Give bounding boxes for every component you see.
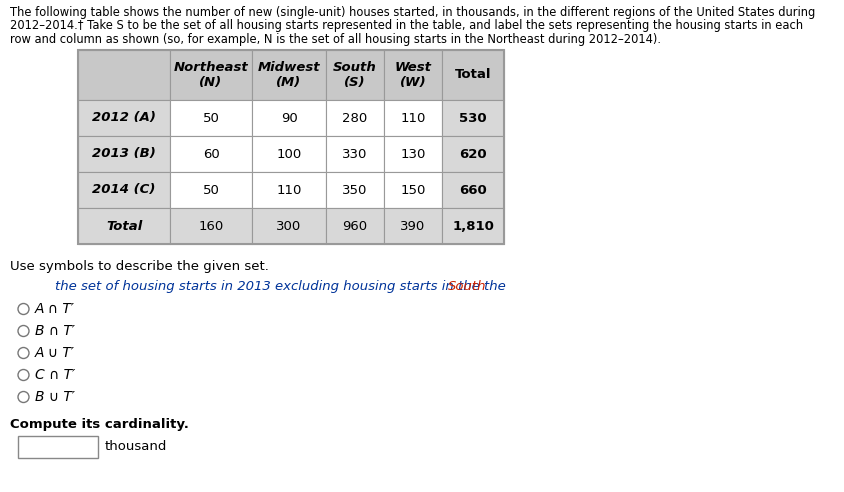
Text: Total: Total bbox=[455, 68, 491, 82]
Text: 1,810: 1,810 bbox=[452, 219, 494, 233]
Bar bbox=[384, 208, 442, 244]
Text: Compute its cardinality.: Compute its cardinality. bbox=[10, 418, 189, 431]
Text: The following table shows the number of new (single-unit) houses started, in tho: The following table shows the number of … bbox=[10, 6, 815, 19]
Text: B ∪ T′: B ∪ T′ bbox=[35, 390, 75, 404]
Text: 110: 110 bbox=[400, 112, 425, 124]
Text: Use symbols to describe the given set.: Use symbols to describe the given set. bbox=[10, 260, 269, 273]
Bar bbox=[170, 172, 252, 208]
Text: A ∩ T′: A ∩ T′ bbox=[35, 302, 75, 316]
Bar bbox=[442, 136, 504, 172]
Text: A ∪ T′: A ∪ T′ bbox=[35, 346, 75, 360]
Text: 620: 620 bbox=[459, 148, 487, 160]
Bar bbox=[170, 100, 252, 136]
Text: 300: 300 bbox=[276, 219, 301, 233]
Bar bbox=[170, 136, 252, 172]
Text: 130: 130 bbox=[400, 148, 425, 160]
Bar bbox=[78, 208, 170, 244]
Bar bbox=[252, 172, 326, 208]
Text: 50: 50 bbox=[203, 184, 219, 196]
Text: 2012–2014.† Take S to be the set of all housing starts represented in the table,: 2012–2014.† Take S to be the set of all … bbox=[10, 20, 803, 32]
Text: South: South bbox=[448, 280, 487, 293]
Bar bbox=[384, 136, 442, 172]
Text: 660: 660 bbox=[459, 184, 487, 196]
Text: 330: 330 bbox=[343, 148, 368, 160]
Text: Total: Total bbox=[106, 219, 142, 233]
Bar bbox=[326, 172, 384, 208]
Text: South
(S): South (S) bbox=[333, 61, 377, 89]
Bar bbox=[18, 436, 98, 458]
Bar bbox=[252, 100, 326, 136]
Text: 350: 350 bbox=[343, 184, 368, 196]
Bar bbox=[326, 208, 384, 244]
Text: 2014 (C): 2014 (C) bbox=[92, 184, 155, 196]
Text: 90: 90 bbox=[280, 112, 297, 124]
Bar bbox=[78, 100, 170, 136]
Text: 60: 60 bbox=[203, 148, 219, 160]
Text: B ∩ T′: B ∩ T′ bbox=[35, 324, 75, 338]
Text: 110: 110 bbox=[276, 184, 301, 196]
Text: 150: 150 bbox=[400, 184, 425, 196]
Bar bbox=[442, 50, 504, 100]
Bar bbox=[384, 50, 442, 100]
Text: thousand: thousand bbox=[105, 440, 167, 454]
Bar bbox=[252, 136, 326, 172]
Bar bbox=[326, 100, 384, 136]
Bar bbox=[170, 50, 252, 100]
Bar bbox=[442, 208, 504, 244]
Text: 280: 280 bbox=[343, 112, 368, 124]
Bar bbox=[384, 172, 442, 208]
Bar bbox=[442, 100, 504, 136]
Bar bbox=[326, 50, 384, 100]
Text: 160: 160 bbox=[198, 219, 224, 233]
Bar bbox=[78, 172, 170, 208]
Text: C ∩ T′: C ∩ T′ bbox=[35, 368, 75, 382]
Text: 2013 (B): 2013 (B) bbox=[92, 148, 156, 160]
Text: 960: 960 bbox=[343, 219, 368, 233]
Bar bbox=[442, 172, 504, 208]
Text: 50: 50 bbox=[203, 112, 219, 124]
Bar bbox=[78, 50, 170, 100]
Bar bbox=[252, 50, 326, 100]
Bar bbox=[326, 136, 384, 172]
Bar bbox=[384, 100, 442, 136]
Bar bbox=[252, 208, 326, 244]
Text: 390: 390 bbox=[400, 219, 425, 233]
Text: 100: 100 bbox=[276, 148, 301, 160]
Bar bbox=[78, 50, 504, 244]
Text: Midwest
(M): Midwest (M) bbox=[257, 61, 321, 89]
Text: the set of housing starts in 2013 excluding housing starts in the the: the set of housing starts in 2013 exclud… bbox=[55, 280, 510, 293]
Text: 530: 530 bbox=[459, 112, 487, 124]
Text: West
(W): West (W) bbox=[394, 61, 431, 89]
Text: 2012 (A): 2012 (A) bbox=[92, 112, 156, 124]
Bar bbox=[78, 136, 170, 172]
Text: row and column as shown (so, for example, N is the set of all housing starts in : row and column as shown (so, for example… bbox=[10, 33, 661, 46]
Text: Northeast
(N): Northeast (N) bbox=[174, 61, 248, 89]
Bar bbox=[170, 208, 252, 244]
